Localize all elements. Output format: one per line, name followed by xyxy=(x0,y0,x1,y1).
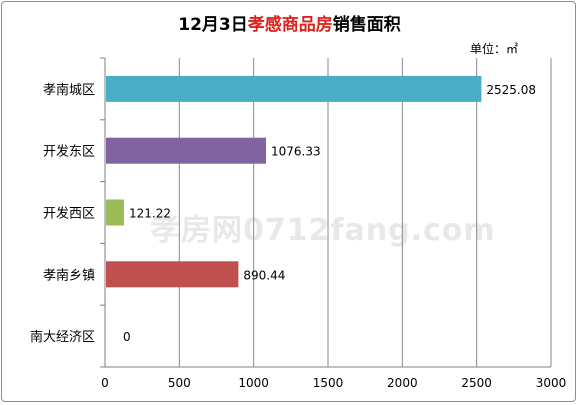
category-label: 南大经济区 xyxy=(30,329,95,345)
unit-label: 单位：㎡ xyxy=(470,42,519,56)
category-label: 开发西区 xyxy=(43,206,95,222)
watermark: 孝房网0712fang.com xyxy=(150,213,496,248)
value-label: 1076.33 xyxy=(271,145,321,159)
x-tick-label: 2500 xyxy=(461,376,492,390)
value-label: 2525.08 xyxy=(486,83,536,97)
x-tick-label: 3000 xyxy=(536,376,567,390)
x-tick-label: 1500 xyxy=(313,376,344,390)
bar xyxy=(106,261,239,288)
title-date: 12月3日 xyxy=(178,15,248,35)
bar xyxy=(106,75,482,102)
category-label: 孝南城区 xyxy=(43,82,95,98)
category-label: 孝南乡镇 xyxy=(43,267,95,283)
bar xyxy=(106,199,125,226)
title-suffix: 销售面积 xyxy=(332,15,401,35)
x-tick-label: 0 xyxy=(101,376,109,390)
chart-title: 12月3日孝感商品房销售面积 xyxy=(0,10,579,35)
category-label: 开发东区 xyxy=(43,144,95,160)
x-tick-label: 500 xyxy=(168,376,191,390)
value-label: 121.22 xyxy=(129,207,171,221)
title-highlight: 孝感商品房 xyxy=(247,15,333,35)
value-label: 890.44 xyxy=(243,268,285,282)
bar xyxy=(106,137,267,164)
x-tick-label: 2000 xyxy=(387,376,418,390)
value-label: 0 xyxy=(123,330,131,344)
x-tick-label: 1000 xyxy=(238,376,269,390)
